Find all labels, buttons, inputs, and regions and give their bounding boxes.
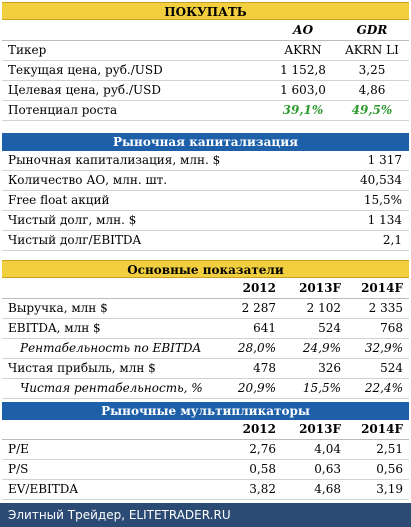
ao-value: 1 603,0: [280, 83, 326, 97]
value: 2,1: [382, 233, 402, 247]
value-2014f: 22,4%: [364, 381, 403, 395]
year-header: 2013F: [299, 281, 341, 295]
value-2014f: 0,56: [376, 462, 403, 476]
value-2013f: 2 102: [306, 301, 341, 315]
net-income-row: Чистая прибыль, млн $ 478 326 524: [2, 359, 409, 379]
value-2014f: 2,51: [376, 442, 403, 456]
row-label: Чистый долг, млн. $: [8, 213, 137, 227]
net-debt-row: Чистый долг, млн. $ 1 134: [2, 211, 409, 231]
value-2014f: 524: [380, 361, 403, 375]
shares-count-row: Количество АО, млн. шт. 40,534: [2, 171, 409, 191]
value-2014f: 2 335: [368, 301, 403, 315]
main-indicators-section-header: Основные показатели: [2, 260, 409, 278]
row-label: Чистый долг/EBITDA: [8, 233, 142, 247]
ao-value: 39,1%: [282, 103, 324, 117]
recommendation-header-row: АО GDR: [2, 21, 409, 41]
section-title: Основные показатели: [127, 263, 284, 277]
value-2014f: 3,19: [376, 482, 403, 496]
multiples-years-header-row: 2012 2013F 2014F: [2, 420, 409, 440]
row-label: Целевая цена, руб./USD: [8, 83, 161, 97]
multiples-section-header: Рыночные мультипликаторы: [2, 402, 409, 420]
value: 15,5%: [363, 193, 402, 207]
row-label: Количество АО, млн. шт.: [8, 173, 168, 187]
row-label: Рыночная капитализация, млн. $: [8, 153, 221, 167]
target-price-row: Целевая цена, руб./USD 1 603,0 4,86: [2, 81, 409, 101]
row-label: Чистая прибыль, млн $: [8, 361, 156, 375]
row-label: Потенциал роста: [8, 103, 118, 117]
ticker-row: Тикер AKRN AKRN LI: [2, 41, 409, 61]
gdr-value: 49,5%: [351, 103, 393, 117]
value-2013f: 15,5%: [302, 381, 341, 395]
gdr-column-header: GDR: [356, 23, 388, 37]
value-2012: 0,58: [249, 462, 276, 476]
ebitda-row: EBITDA, млн $ 641 524 768: [2, 319, 409, 339]
value-2012: 20,9%: [237, 381, 276, 395]
value-2013f: 4,04: [314, 442, 341, 456]
net-margin-row: Чистая рентабельность, % 20,9% 15,5% 22,…: [2, 379, 409, 399]
value-2013f: 524: [318, 321, 341, 335]
pe-row: P/E 2,76 4,04 2,51: [2, 440, 409, 460]
net-debt-ebitda-row: Чистый долг/EBITDA 2,1: [2, 231, 409, 251]
ao-column-header: АО: [292, 23, 314, 37]
gdr-value: 3,25: [358, 63, 386, 77]
gdr-value: AKRN LI: [345, 43, 399, 57]
year-header: 2013F: [299, 422, 341, 436]
value-2012: 2 287: [241, 301, 276, 315]
row-label: Тикер: [8, 43, 47, 57]
main-years-header-row: 2012 2013F 2014F: [2, 279, 409, 299]
row-label: Рентабельность по EBITDA: [20, 341, 202, 355]
market-cap-row: Рыночная капитализация, млн. $ 1 317: [2, 151, 409, 171]
value: 1 134: [367, 213, 402, 227]
value-2014f: 768: [380, 321, 403, 335]
value-2012: 478: [253, 361, 276, 375]
gdr-value: 4,86: [358, 83, 386, 97]
upside-row: Потенциал роста 39,1% 49,5%: [2, 101, 409, 121]
value-2013f: 4,68: [314, 482, 341, 496]
ebitda-margin-row: Рентабельность по EBITDA 28,0% 24,9% 32,…: [2, 339, 409, 359]
recommendation-bar: ПОКУПАТЬ: [2, 2, 409, 20]
recommendation-label: ПОКУПАТЬ: [164, 5, 247, 19]
row-label: Выручка, млн $: [8, 301, 108, 315]
value: 40,534: [360, 173, 402, 187]
row-label: P/E: [8, 442, 29, 456]
row-label: Текущая цена, руб./USD: [8, 63, 163, 77]
ps-row: P/S 0,58 0,63 0,56: [2, 460, 409, 480]
footer-text: Элитный Трейдер, ELITETRADER.RU: [8, 508, 231, 522]
row-label: EBITDA, млн $: [8, 321, 101, 335]
row-label: EV/EBITDA: [8, 482, 79, 496]
value-2013f: 0,63: [314, 462, 341, 476]
year-header: 2012: [242, 422, 276, 436]
ao-value: AKRN: [284, 43, 322, 57]
ev-ebitda-row: EV/EBITDA 3,82 4,68 3,19: [2, 480, 409, 500]
year-header: 2014F: [361, 422, 403, 436]
free-float-row: Free float акций 15,5%: [2, 191, 409, 211]
market-cap-section-header: Рыночная капитализация: [2, 133, 409, 151]
value-2013f: 326: [318, 361, 341, 375]
value-2014f: 32,9%: [364, 341, 403, 355]
section-title: Рыночные мультипликаторы: [101, 404, 310, 418]
value-2012: 3,82: [249, 482, 276, 496]
row-label: Чистая рентабельность, %: [20, 381, 203, 395]
value-2012: 641: [253, 321, 276, 335]
row-label: P/S: [8, 462, 29, 476]
value-2012: 28,0%: [237, 341, 276, 355]
current-price-row: Текущая цена, руб./USD 1 152,8 3,25: [2, 61, 409, 81]
ao-value: 1 152,8: [280, 63, 326, 77]
year-header: 2014F: [361, 281, 403, 295]
value-2012: 2,76: [249, 442, 276, 456]
row-label: Free float акций: [8, 193, 110, 207]
source-footer: Элитный Трейдер, ELITETRADER.RU: [0, 503, 411, 527]
section-title: Рыночная капитализация: [113, 135, 298, 149]
revenue-row: Выручка, млн $ 2 287 2 102 2 335: [2, 299, 409, 319]
value: 1 317: [367, 153, 402, 167]
value-2013f: 24,9%: [302, 341, 341, 355]
year-header: 2012: [242, 281, 276, 295]
